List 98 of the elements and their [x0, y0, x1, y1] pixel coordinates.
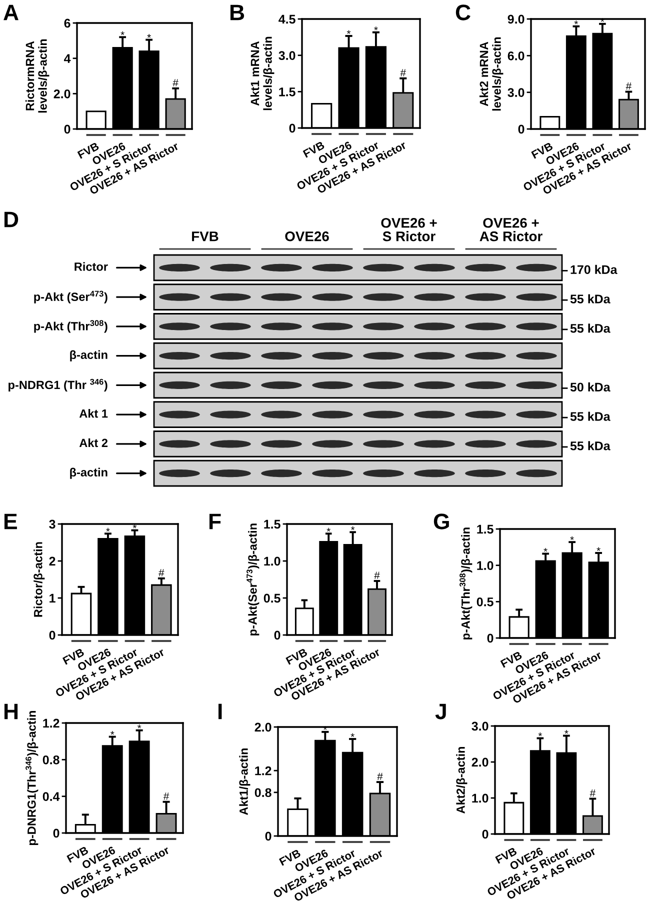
y-tick-label: 2.0 — [254, 722, 272, 732]
annotation: # — [590, 790, 596, 797]
annotation: * — [147, 34, 151, 38]
annotation: * — [350, 526, 355, 530]
annotation: # — [158, 569, 164, 576]
y-tick-label: 0 — [289, 124, 296, 133]
annotation: * — [132, 524, 137, 528]
annotation: # — [163, 792, 170, 800]
category-label: Rictor — [74, 262, 108, 271]
annotation: * — [570, 536, 574, 540]
chart-title: C — [456, 4, 470, 20]
y-axis-title: p-DNRG1(Thr$^{346}$)/β-actin — [26, 710, 38, 845]
chart-title: B — [230, 4, 244, 20]
y-tick-label: 0 — [265, 832, 272, 841]
annotation: * — [137, 724, 142, 728]
annotation: * — [346, 30, 351, 34]
y-tick-label: 0.4 — [42, 792, 60, 801]
y-axis-title: p-Akt(Ser$^{473}$)/β-actin — [246, 524, 260, 636]
y-tick-label: 0 — [53, 828, 60, 838]
annotation: * — [538, 732, 542, 736]
chart-title: G — [434, 514, 449, 530]
y-tick-label: 0 — [274, 630, 280, 640]
y-tick-label: 3.0 — [278, 51, 296, 60]
y-tick-label: 0 — [64, 124, 70, 134]
y-tick-label: 6 — [64, 18, 70, 28]
y-tick-label: 0.8 — [254, 788, 272, 798]
annotation: # — [377, 772, 383, 780]
y-axis-title: Rictor/β-actin — [34, 542, 45, 617]
category-label: OVE26 — [285, 231, 329, 242]
y-tick-label: 1.2 — [43, 718, 60, 728]
y-axis-title: Akt1 mRNA levels/β-actin — [250, 36, 274, 110]
chart-title: F — [209, 514, 221, 530]
y-tick-label: 2 — [49, 556, 56, 566]
annotation: # — [374, 572, 380, 579]
chart-title: J — [435, 704, 446, 720]
y-tick-label: 4.5 — [278, 14, 296, 24]
y-tick-label: 9.0 — [508, 14, 524, 24]
y-tick-label: 0.8 — [42, 755, 60, 764]
category-label: FVB — [192, 232, 218, 242]
y-tick-label: 0.5 — [476, 597, 494, 606]
category-label: 50 kDa — [570, 382, 610, 392]
y-tick-label: 2.0 — [54, 89, 70, 98]
category-label: p-Akt (Thr$^{308}$) — [34, 320, 108, 333]
y-tick-label: 0.5 — [264, 594, 280, 603]
category-label: OVE26 + AS Rictor — [480, 218, 542, 242]
annotation: * — [574, 20, 578, 24]
y-axis-title: Akt1/β-actin — [239, 748, 250, 815]
y-tick-label: 0 — [487, 634, 494, 643]
annotation: * — [350, 733, 354, 737]
category-label: 55 kDa — [570, 324, 610, 333]
annotation: * — [120, 31, 124, 36]
annotation: * — [596, 547, 600, 551]
category-label: OVE26 + S Rictor — [381, 218, 437, 242]
y-tick-label: 1.0 — [264, 556, 280, 566]
y-tick-label: 1.5 — [264, 520, 280, 529]
category-label: β-actin — [70, 350, 108, 362]
y-tick-label: 3.0 — [508, 88, 524, 98]
y-tick-label: 1.5 — [279, 88, 296, 96]
y-axis-title: RictormRNA levels/β-actin — [25, 39, 50, 113]
text: D — [4, 212, 18, 228]
category-label: β-actin — [70, 468, 108, 479]
y-tick-label: 3.0 — [472, 722, 488, 731]
y-tick-label: 1 — [50, 594, 56, 603]
y-tick-label: 0 — [482, 830, 488, 839]
category-label: p-Akt (Ser$^{473}$) — [34, 290, 108, 304]
y-axis-title: p-Akt(Thr$^{308}$)/β-actin — [460, 528, 472, 640]
category-label: p-NDRG1 (Thr $^{346}$) — [8, 378, 108, 392]
y-tick-label: 6.0 — [508, 51, 524, 60]
y-axis-title: Akt2/β-actin — [456, 746, 468, 814]
category-label: 170 kDa — [570, 264, 618, 274]
category-label: 55 kDa — [570, 294, 610, 304]
category-label: Akt 2 — [79, 438, 108, 448]
y-tick-label: 4 — [64, 54, 71, 63]
y-tick-label: 1.0 — [472, 794, 488, 803]
annotation: # — [626, 82, 632, 90]
annotation: * — [374, 26, 378, 30]
annotation: * — [106, 528, 110, 532]
category-label: 55 kDa — [570, 441, 610, 450]
y-tick-label: 3 — [49, 520, 56, 529]
y-tick-label: 1.5 — [477, 524, 494, 534]
annotation: # — [400, 69, 406, 76]
y-tick-label: 2.0 — [472, 758, 488, 767]
y-axis-title: Akt2 mRNA levels/β-actin — [479, 37, 504, 111]
annotation: * — [326, 528, 330, 532]
y-tick-label: 1.2 — [255, 766, 272, 776]
category-label: 55 kDa — [570, 412, 610, 421]
chart-title: I — [218, 704, 222, 720]
y-tick-label: 0 — [49, 630, 56, 640]
chart-title: A — [4, 4, 18, 20]
chart-title: E — [4, 514, 17, 530]
y-tick-label: 0 — [518, 124, 524, 134]
category-label: Akt 1 — [79, 409, 108, 418]
annotation: * — [544, 548, 548, 552]
chart-title: H — [4, 704, 18, 720]
annotation: * — [564, 730, 568, 734]
annotation: # — [172, 79, 178, 86]
y-tick-label: 1.0 — [477, 561, 494, 570]
annotation: * — [110, 731, 114, 735]
